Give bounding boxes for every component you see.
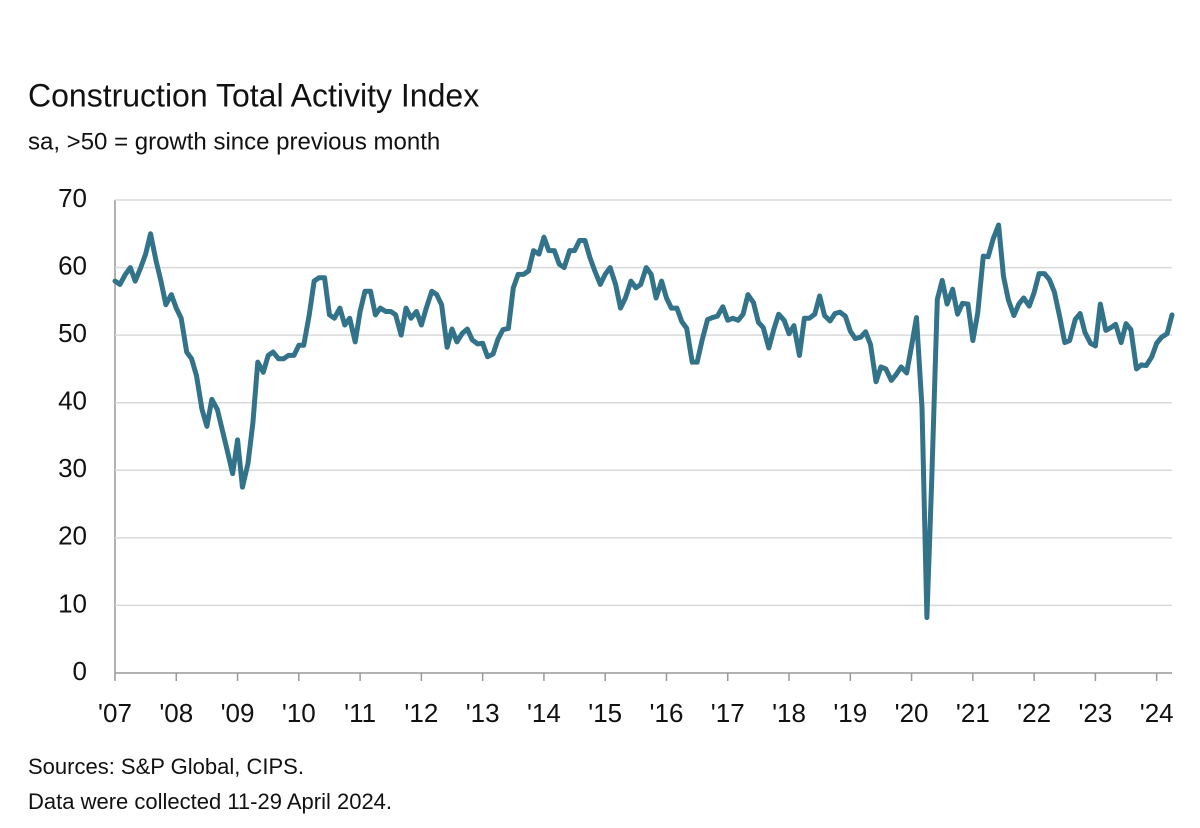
y-tick-label: 0 [73, 656, 87, 686]
x-tick-label: '17 [711, 698, 745, 728]
y-tick-label: 50 [58, 318, 87, 348]
chart-title: Construction Total Activity Index [28, 77, 479, 113]
y-tick-label: 20 [58, 521, 87, 551]
x-tick-label: '22 [1017, 698, 1051, 728]
x-tick-label: '09 [221, 698, 255, 728]
y-tick-label: 10 [58, 588, 87, 618]
x-tick-label: '16 [650, 698, 684, 728]
x-tick-label: '24 [1140, 698, 1174, 728]
x-tick-label: '23 [1078, 698, 1112, 728]
y-tick-label: 40 [58, 386, 87, 416]
y-tick-label: 60 [58, 250, 87, 280]
x-tick-label: '15 [588, 698, 622, 728]
x-tick-label: '14 [527, 698, 561, 728]
x-tick-label: '19 [833, 698, 867, 728]
x-tick-label: '21 [956, 698, 990, 728]
chart-subtitle: sa, >50 = growth since previous month [28, 128, 440, 155]
x-tick-label: '20 [895, 698, 929, 728]
sources: Sources: S&P Global, CIPS. [28, 754, 304, 779]
x-tick-label: '13 [466, 698, 500, 728]
data-line [112, 222, 1175, 621]
x-tick-label: '12 [404, 698, 438, 728]
note: Data were collected 11-29 April 2024. [28, 789, 392, 814]
y-tick-label: 70 [58, 183, 87, 213]
x-tick-label: '18 [772, 698, 806, 728]
x-tick-label: '08 [159, 698, 193, 728]
x-tick-label: '07 [98, 698, 132, 728]
x-tick-label: '10 [282, 698, 316, 728]
x-tick-label: '11 [344, 698, 376, 728]
y-tick-label: 30 [58, 453, 87, 483]
